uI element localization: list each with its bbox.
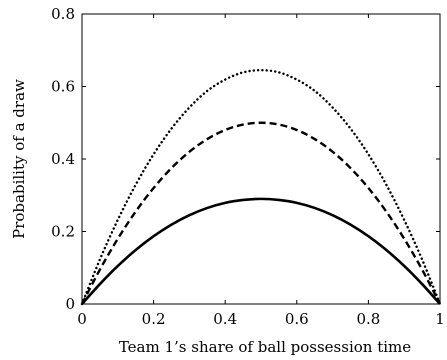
x-tick-label: 0.4 bbox=[213, 310, 237, 328]
series-line-dashed bbox=[80, 121, 442, 305]
y-axis: 0 0.2 0.4 0.6 0.8 bbox=[51, 5, 440, 313]
x-tick-label: 1 bbox=[435, 310, 445, 328]
y-tick-label: 0 bbox=[65, 295, 75, 313]
y-tick-label: 0.4 bbox=[51, 150, 75, 168]
series-line-dotted bbox=[80, 68, 442, 306]
plot-frame bbox=[81, 13, 441, 305]
x-axis: 0 0.2 0.4 0.6 0.8 1 bbox=[77, 14, 445, 328]
x-tick-label: 0 bbox=[77, 310, 87, 328]
y-tick-label: 0.2 bbox=[51, 223, 75, 241]
x-axis-label: Team 1’s share of ball possession time bbox=[119, 338, 411, 356]
x-tick-label: 0.8 bbox=[356, 310, 380, 328]
series-layer bbox=[80, 68, 442, 306]
y-tick-label: 0.8 bbox=[51, 5, 75, 23]
y-tick-label: 0.6 bbox=[51, 78, 75, 96]
x-tick-label: 0.6 bbox=[285, 310, 309, 328]
x-tick-label: 0.2 bbox=[142, 310, 166, 328]
y-axis-label: Probability of a draw bbox=[10, 79, 28, 239]
series-line-solid bbox=[81, 197, 441, 305]
